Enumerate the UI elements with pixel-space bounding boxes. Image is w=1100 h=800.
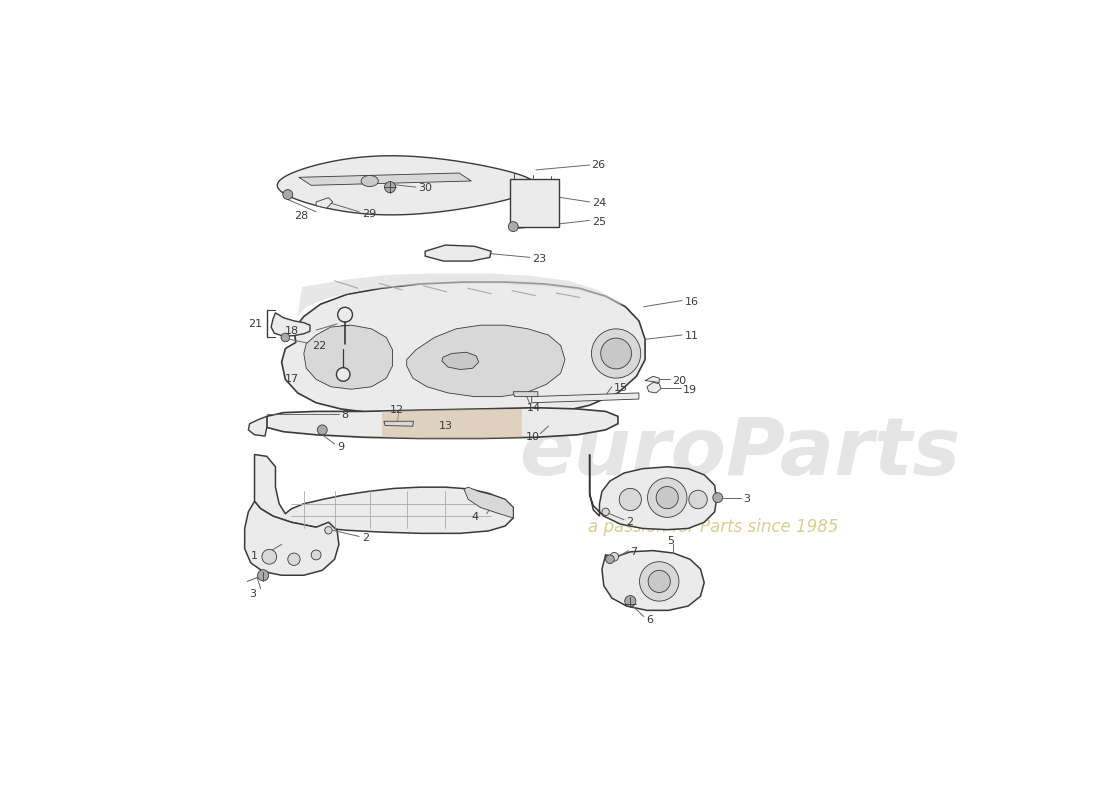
- Circle shape: [619, 488, 641, 510]
- Text: 26: 26: [592, 160, 606, 170]
- Polygon shape: [442, 352, 478, 370]
- Text: 13: 13: [439, 421, 453, 430]
- Text: 2: 2: [627, 518, 634, 527]
- Text: 25: 25: [592, 217, 606, 226]
- Polygon shape: [407, 325, 565, 397]
- Text: 11: 11: [684, 331, 699, 342]
- Text: 29: 29: [362, 210, 376, 219]
- Circle shape: [601, 338, 631, 369]
- Circle shape: [385, 182, 396, 193]
- Circle shape: [280, 333, 289, 342]
- Text: 14: 14: [527, 402, 541, 413]
- Circle shape: [606, 555, 614, 563]
- Circle shape: [337, 368, 350, 382]
- Circle shape: [324, 526, 332, 534]
- Polygon shape: [244, 502, 339, 575]
- Text: 28: 28: [294, 211, 308, 221]
- Text: 3: 3: [250, 589, 256, 598]
- Circle shape: [656, 486, 679, 509]
- Polygon shape: [602, 550, 704, 610]
- Polygon shape: [531, 393, 639, 402]
- Polygon shape: [514, 392, 538, 397]
- Text: 4: 4: [471, 512, 478, 522]
- Circle shape: [317, 425, 327, 435]
- Ellipse shape: [361, 175, 378, 186]
- Text: 24: 24: [592, 198, 606, 208]
- Circle shape: [639, 562, 679, 601]
- Text: 20: 20: [672, 375, 686, 386]
- Text: 30: 30: [418, 183, 432, 194]
- Polygon shape: [298, 274, 623, 317]
- Polygon shape: [645, 376, 659, 382]
- Text: 10: 10: [526, 432, 540, 442]
- Circle shape: [262, 550, 277, 564]
- Circle shape: [338, 307, 352, 322]
- Text: 19: 19: [683, 386, 697, 395]
- Text: 18: 18: [285, 326, 299, 336]
- Text: 7: 7: [630, 547, 637, 557]
- Circle shape: [648, 570, 670, 593]
- Circle shape: [602, 508, 609, 515]
- Text: a passion for Parts since 1985: a passion for Parts since 1985: [587, 518, 838, 536]
- Circle shape: [625, 595, 636, 606]
- Circle shape: [592, 329, 640, 378]
- Circle shape: [508, 222, 518, 231]
- Polygon shape: [271, 313, 310, 336]
- Circle shape: [713, 493, 723, 502]
- Polygon shape: [267, 408, 618, 438]
- Polygon shape: [382, 409, 521, 438]
- Polygon shape: [277, 156, 536, 215]
- Polygon shape: [282, 282, 645, 417]
- Text: 1: 1: [251, 550, 257, 561]
- Text: 3: 3: [744, 494, 750, 505]
- Polygon shape: [647, 382, 661, 393]
- Circle shape: [609, 553, 618, 561]
- Polygon shape: [304, 325, 393, 390]
- Polygon shape: [299, 173, 471, 186]
- Text: 2: 2: [362, 534, 369, 543]
- Polygon shape: [590, 454, 716, 530]
- Circle shape: [283, 190, 293, 199]
- Text: 5: 5: [668, 536, 674, 546]
- FancyBboxPatch shape: [509, 179, 560, 227]
- Circle shape: [648, 478, 686, 518]
- Text: 9: 9: [337, 442, 344, 452]
- Circle shape: [689, 490, 707, 509]
- Polygon shape: [384, 422, 414, 426]
- Polygon shape: [425, 245, 491, 261]
- Text: 12: 12: [390, 405, 404, 415]
- Text: 16: 16: [684, 297, 699, 306]
- Polygon shape: [464, 487, 514, 518]
- Text: 22: 22: [312, 341, 327, 351]
- Polygon shape: [249, 416, 267, 436]
- Text: 23: 23: [531, 254, 546, 264]
- Circle shape: [311, 550, 321, 560]
- Text: euroParts: euroParts: [519, 414, 960, 492]
- Text: 8: 8: [341, 410, 349, 420]
- Circle shape: [257, 570, 268, 581]
- Text: 21: 21: [249, 319, 263, 329]
- Circle shape: [288, 553, 300, 566]
- Polygon shape: [254, 454, 514, 534]
- Text: 17: 17: [285, 374, 299, 384]
- Text: 15: 15: [614, 383, 628, 393]
- Text: 6: 6: [647, 614, 653, 625]
- Polygon shape: [316, 198, 332, 208]
